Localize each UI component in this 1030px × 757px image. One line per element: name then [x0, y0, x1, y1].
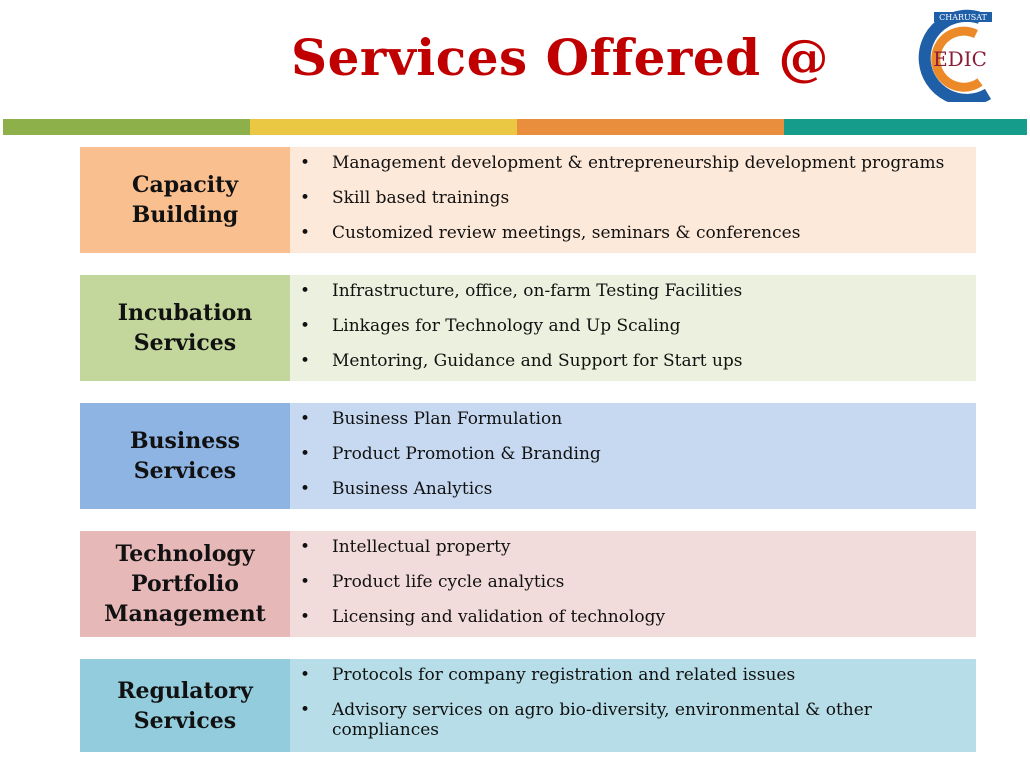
- list-item: • Product Promotion & Branding: [290, 444, 976, 464]
- bullet-icon: •: [300, 572, 311, 592]
- list-item: • Customized review meetings, seminars & …: [290, 223, 976, 243]
- bullet-icon: •: [300, 223, 311, 243]
- service-row-incubation: Incubation Services • Infrastructure, off…: [80, 275, 976, 381]
- list-item: • Product life cycle analytics: [290, 572, 976, 592]
- stripe-green: [3, 119, 250, 135]
- page-title: Services Offered @: [290, 28, 830, 87]
- service-label: Incubation Services: [80, 275, 290, 381]
- service-row-regulatory: Regulatory Services • Protocols for compa…: [80, 659, 976, 752]
- bullet-icon: •: [300, 153, 311, 173]
- bullet-icon: •: [300, 351, 311, 371]
- list-item: • Protocols for company registration and …: [290, 665, 976, 685]
- stripe-teal: [784, 119, 1027, 135]
- list-item: • Linkages for Technology and Up Scaling: [290, 316, 976, 336]
- svg-text:CHARUSAT: CHARUSAT: [939, 13, 987, 22]
- stripe-yellow: [250, 119, 517, 135]
- bullet-icon: •: [300, 444, 311, 464]
- bullet-icon: •: [300, 281, 311, 301]
- bullet-icon: •: [300, 537, 311, 557]
- list-item: • Management development & entrepreneursh…: [290, 153, 976, 173]
- bullet-icon: •: [300, 409, 311, 429]
- list-item: • Business Plan Formulation: [290, 409, 976, 429]
- service-label: Capacity Building: [80, 147, 290, 253]
- list-item: • Advisory services on agro bio-diversity…: [290, 700, 976, 740]
- bullet-icon: •: [300, 607, 311, 627]
- bullet-icon: •: [300, 479, 311, 499]
- service-row-capacity-building: Capacity Building • Management developmen…: [80, 147, 976, 253]
- list-item: • Intellectual property: [290, 537, 976, 557]
- list-item: • Licensing and validation of technology: [290, 607, 976, 627]
- list-item: • Skill based trainings: [290, 188, 976, 208]
- service-label: Regulatory Services: [80, 659, 290, 752]
- service-row-technology-portfolio: Technology Portfolio Management • Intelle…: [80, 531, 976, 637]
- bullet-icon: •: [300, 316, 311, 336]
- stripe-orange: [517, 119, 784, 135]
- service-row-business: Business Services • Business Plan Formula…: [80, 403, 976, 509]
- list-item: • Infrastructure, office, on-farm Testing…: [290, 281, 976, 301]
- list-item: • Mentoring, Guidance and Support for Sta…: [290, 351, 976, 371]
- svg-text:EDIC: EDIC: [933, 47, 987, 71]
- list-item: • Business Analytics: [290, 479, 976, 499]
- bullet-icon: •: [300, 700, 311, 720]
- service-label: Technology Portfolio Management: [80, 531, 290, 637]
- bullet-icon: •: [300, 665, 311, 685]
- service-label: Business Services: [80, 403, 290, 509]
- bullet-icon: •: [300, 188, 311, 208]
- edic-logo: CHARUSAT EDIC: [918, 9, 992, 102]
